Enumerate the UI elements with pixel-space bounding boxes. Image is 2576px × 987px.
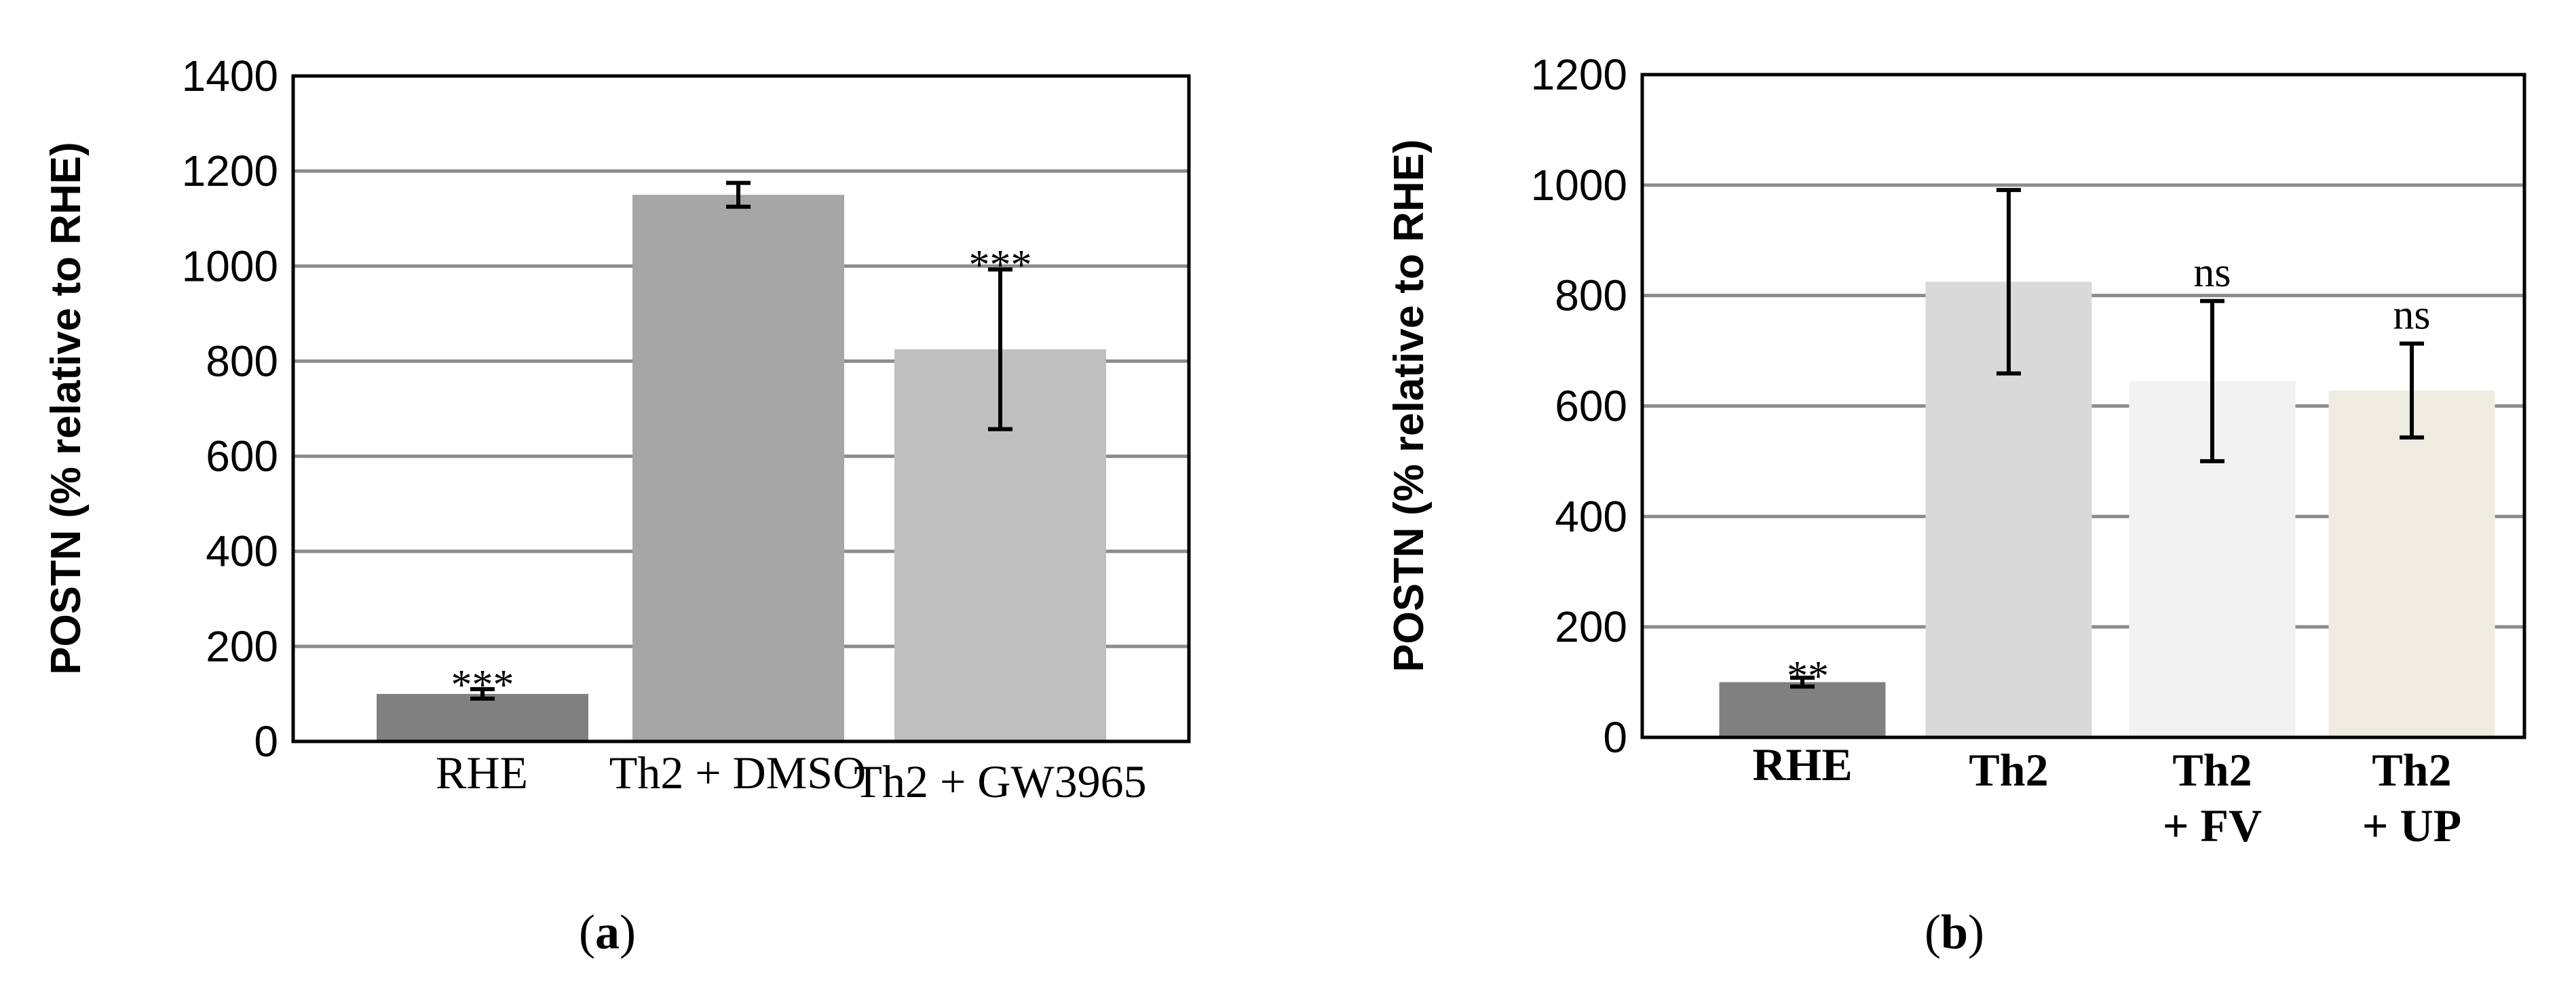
panel-paren-close: ) [1968,905,1984,959]
y-tick-label: 1200 [182,147,278,195]
bar [377,693,588,741]
y-tick-label: 400 [1555,492,1627,541]
panel-label: (b) [1925,905,1984,959]
error-bar [1996,188,2021,376]
bar [632,195,844,741]
error-bar [2400,341,2424,440]
x-category-label: + UP [2362,800,2461,851]
x-category-label: RHE [436,747,528,798]
x-category-label: + FV [2163,800,2262,851]
x-category-label: Th2 [2172,744,2252,796]
chart-a: 0 200 400 600 800 1000 1200 1400 *** *** RHE Th2 + … [43,52,1191,959]
y-axis-title: POSTN (% relative to RHE) [1386,139,1433,672]
significance-label: ** [1787,653,1829,699]
panel-paren-open: ( [1925,905,1941,959]
x-category-label: RHE [1752,739,1852,790]
panel-letter: a [595,905,620,959]
bar [1719,682,1886,737]
x-category-label: Th2 + DMSO [609,747,866,798]
y-tick-label: 1000 [1531,161,1627,210]
y-tick-label: 800 [1555,271,1627,320]
y-tick-label: 1000 [182,241,278,290]
x-category-label: Th2 + GW3965 [854,756,1146,807]
y-tick-label: 200 [1555,602,1627,651]
y-tick-label: 1400 [182,52,278,100]
significance-label: *** [451,662,514,708]
x-category-label: Th2 [1969,744,2048,796]
error-bar [470,686,495,701]
x-category-label: Th2 [2372,744,2451,796]
y-tick-label: 600 [206,432,278,481]
plot-frame [291,74,1191,743]
plot-frame [1640,73,2526,739]
y-tick-label: 800 [206,336,278,385]
error-bar [1790,676,1815,689]
panel-paren-open: ( [579,905,595,959]
y-tick-label: 1200 [1531,50,1627,99]
bar [2328,390,2495,737]
y-tick-label: 600 [1555,382,1627,431]
y-tick-label: 0 [254,717,278,766]
error-bar [2200,298,2224,463]
y-tick-label: 200 [206,622,278,671]
panel-label: (a) [579,905,636,959]
significance-label: ns [2393,292,2430,338]
y-axis-title: POSTN (% relative to RHE) [43,142,90,674]
panel-letter: b [1941,905,1968,959]
error-bar [726,180,751,209]
error-bar [988,267,1012,431]
significance-label: *** [969,242,1032,288]
panel-paren-close: ) [620,905,636,959]
y-tick-label: 400 [206,527,278,576]
y-tick-label: 0 [1603,713,1627,762]
significance-label: ns [2193,250,2231,296]
